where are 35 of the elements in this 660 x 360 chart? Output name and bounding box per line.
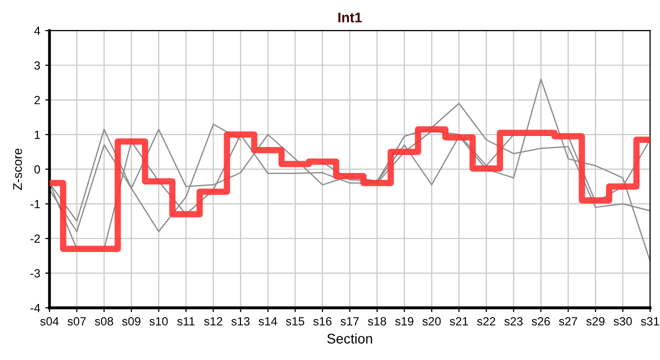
x-tick-label: s26 [532, 317, 550, 326]
x-tick-label: s07 [68, 317, 86, 326]
x-tick-label: s08 [94, 317, 114, 326]
y-tick-label: -4 [30, 304, 40, 312]
x-tick-label: s13 [231, 317, 250, 326]
x-tick-label: s31 [640, 317, 660, 326]
x-tick-label: s14 [258, 317, 278, 326]
y-tick-label: -1 [30, 200, 40, 208]
y-tick-label: -3 [30, 269, 40, 278]
x-tick-label: s21 [450, 317, 468, 326]
y-tick-label: 1 [34, 130, 40, 139]
y-tick-label: 2 [34, 96, 40, 104]
x-tick-label: s27 [559, 317, 578, 326]
x-tick-label: s09 [122, 317, 140, 326]
x-tick-label: s17 [340, 317, 359, 326]
x-tick-label: s18 [368, 317, 386, 326]
x-tick-label: s29 [586, 317, 604, 326]
y-axis-title: Z-score [13, 148, 22, 190]
x-tick-label: s15 [286, 317, 304, 326]
x-tick-label: s19 [395, 317, 414, 326]
y-tick-label: 3 [34, 61, 40, 70]
x-axis-title: Section [327, 333, 372, 344]
x-tick-label: s04 [40, 317, 59, 326]
y-tick-label: 0 [34, 165, 40, 174]
x-tick-label: s10 [150, 317, 168, 326]
y-tick-label: 4 [34, 26, 40, 35]
x-tick-label: s23 [504, 317, 523, 326]
x-tick-label: s16 [313, 317, 332, 326]
chart-title: Int1 [338, 12, 362, 22]
x-tick-label: s12 [204, 317, 222, 326]
x-tick-label: s11 [177, 317, 195, 326]
y-tick-label: -2 [30, 234, 40, 243]
x-tick-label: s22 [477, 317, 496, 326]
x-tick-label: s20 [422, 317, 441, 326]
x-tick-label: s30 [614, 317, 632, 326]
